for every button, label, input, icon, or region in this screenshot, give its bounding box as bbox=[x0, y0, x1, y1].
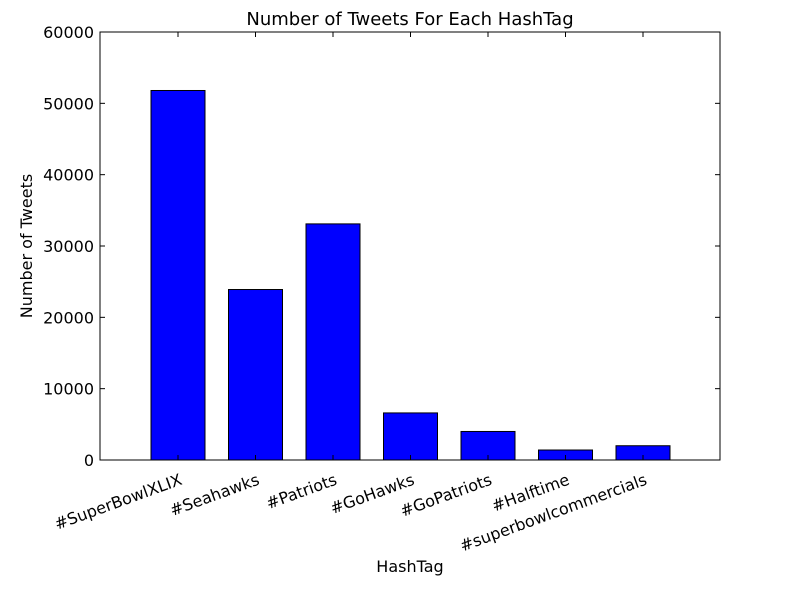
bar-0 bbox=[150, 89, 206, 461]
x-tick-label-1: #Seahawks bbox=[167, 470, 262, 520]
ticks-layer: 0 10000 20000 30000 40000 50000 60000 #SuperBow… bbox=[43, 23, 720, 555]
x-tick-label-2: #Patriots bbox=[263, 470, 339, 513]
bars-layer bbox=[150, 89, 671, 461]
y-tick-label-0: 0 bbox=[84, 451, 94, 470]
bar-2 bbox=[305, 223, 361, 461]
y-tick-label-3: 30000 bbox=[43, 237, 94, 256]
x-axis-label: HashTag bbox=[376, 557, 443, 576]
y-tick-label-2: 20000 bbox=[43, 308, 94, 327]
y-axis-label: Number of Tweets bbox=[17, 174, 36, 318]
y-tick-label-4: 40000 bbox=[43, 166, 94, 185]
y-tick-label-6: 60000 bbox=[43, 23, 94, 42]
x-tick-label-0: #SuperBowlXLIX bbox=[52, 470, 185, 534]
y-tick-label-5: 50000 bbox=[43, 94, 94, 113]
plot-frame bbox=[99, 31, 721, 461]
bar-1 bbox=[228, 289, 283, 461]
bar-3 bbox=[383, 412, 438, 461]
chart-title: Number of Tweets For Each HashTag bbox=[246, 9, 573, 30]
y-tick-label-1: 10000 bbox=[43, 380, 94, 399]
